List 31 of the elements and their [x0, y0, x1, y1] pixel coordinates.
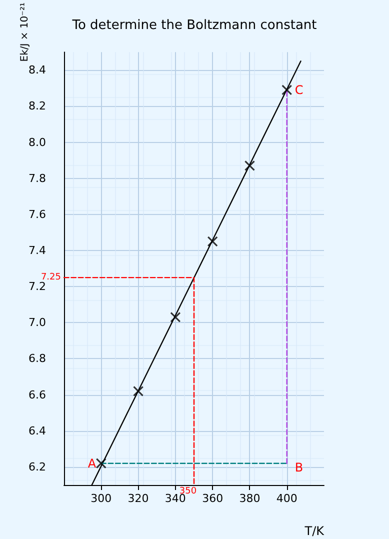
y-tick-label: 6.4 [28, 424, 46, 438]
y-tick-label: 6.8 [28, 352, 46, 366]
y-tick-label: 7.0 [28, 316, 46, 330]
y-tick-label: 6.2 [28, 460, 46, 474]
point [170, 312, 181, 323]
annotation: A [88, 456, 97, 470]
x-tick-label: 400 [276, 492, 298, 505]
x-tick-label: 340 [164, 492, 186, 505]
y-tick-label: 7.2 [28, 280, 46, 294]
point [96, 458, 106, 469]
y-tick-label: 6.6 [28, 388, 46, 402]
y-tick-label: 7.8 [28, 172, 46, 185]
annotation: B [294, 460, 304, 474]
point [244, 160, 256, 172]
y-tick-label: 7.4 [28, 244, 46, 258]
point [207, 236, 218, 247]
x-tick-label: 360 [202, 492, 224, 505]
y-tick-label: 8.4 [28, 64, 46, 77]
y-tick-label: 7.6 [28, 208, 46, 221]
y-tick-label: 8.0 [28, 136, 46, 149]
y-tick-label: 8.2 [28, 100, 46, 113]
point [282, 84, 292, 96]
x-tick-label: 300 [90, 492, 112, 505]
annotation: 7.25 [40, 272, 61, 283]
y-axis-title: Ek/J × 10⁻²¹ [20, 2, 30, 62]
chart-title: To determine the Boltzmann constant [71, 18, 317, 33]
annotation: C [294, 82, 304, 97]
point [132, 386, 144, 396]
x-tick-label: 320 [128, 492, 149, 505]
x-axis-title: T/K [304, 524, 326, 538]
x-tick-label: 380 [239, 492, 260, 505]
